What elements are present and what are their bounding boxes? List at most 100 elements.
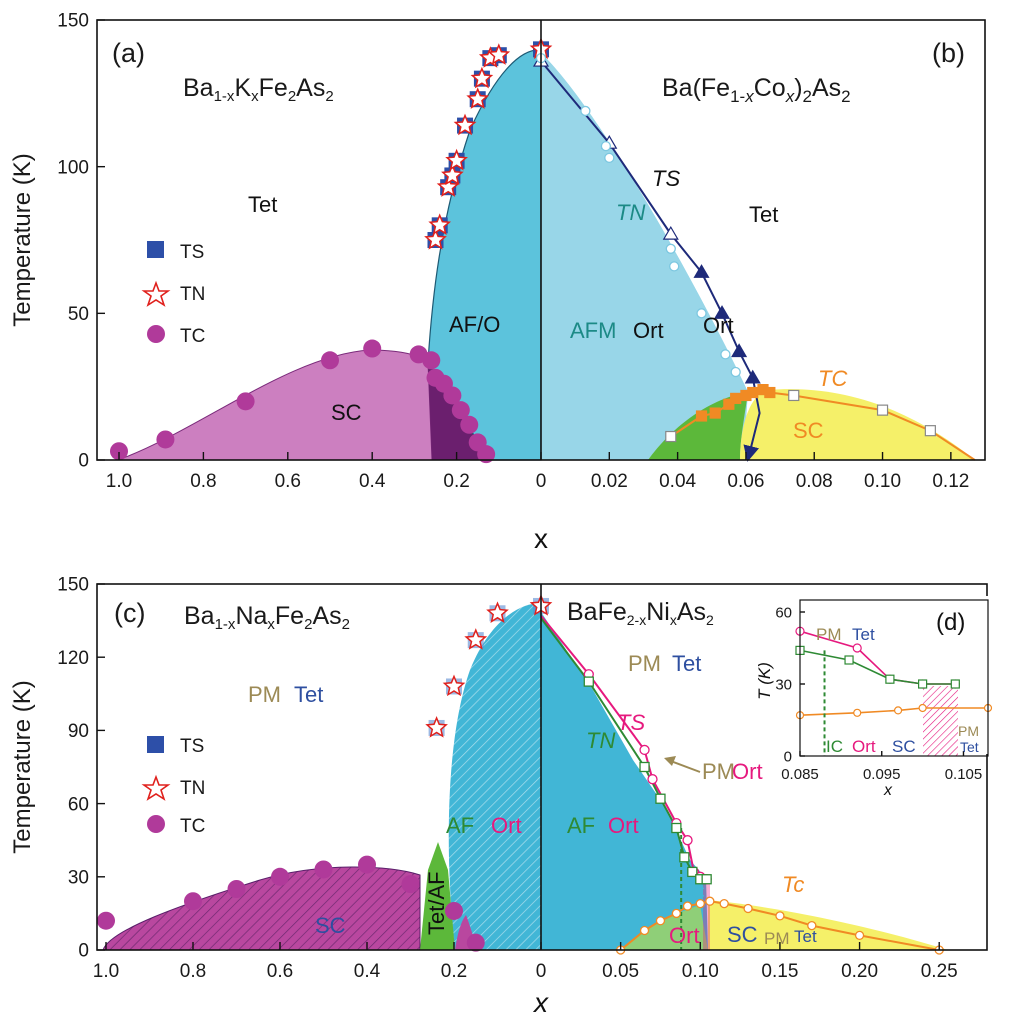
panel-d-tn-point [687,866,698,878]
panel-c-region-tet: Tet [294,682,323,707]
panel-c-x-tick-label: 0.6 [267,961,293,982]
panel-a-title: Ba1-xKxFe2As2 [183,74,334,105]
panel-ab-ticks: 1.0 0.8 0.6 0.4 0.2 0 0.02 0.04 0.06 0.08 0.10 0.12… [57,11,969,492]
panel-c-title: Ba1-xNaxFe2As2 [184,602,350,633]
panel-c-y-tick-label: 30 [68,867,89,888]
panel-a-tn-point [424,228,447,250]
panel-b-tc-point [695,410,708,422]
panel-b-ts-point [744,369,761,384]
panel-d-label-tc: Tc [782,872,804,897]
panel-d-tc-point [655,916,666,926]
panel-c-region-ort: Ort [491,813,522,838]
panel-d-tn-point [583,676,594,687]
legend-tc-marker [147,325,165,343]
panel-d-tn-point [679,852,690,863]
panel-d-tc-point [775,911,785,921]
panel-a-x-tick-label: 1.0 [106,471,132,492]
panel-c-tc-point [184,892,202,911]
legend-tn-marker [141,280,171,307]
panel-a-x-tick-label: 0.6 [275,471,301,492]
panel-cd-frame [96,583,988,951]
panel-a-tc-point [477,445,496,464]
panel-c-region-tetaf: Tet/AF [424,871,449,935]
inset-x-tick-label: 0.105 [945,766,983,783]
panel-a-tc-point [422,351,441,370]
panel-d-region-ic: IC [686,883,705,904]
panel-d-tn-point [671,822,682,834]
panel-b-label-tc: TC [818,366,847,391]
panel-a-region-tet: Tet [248,192,277,217]
inset-d-xlabel: x [883,782,893,799]
panel-d-annotation-pm: PM [702,759,735,784]
panel-b-ts-text: TS [652,166,680,191]
panel-a-tc-point [363,339,382,358]
panel-c-af-hatch [448,603,541,950]
panel-a-y-tick-label: 100 [57,157,89,178]
panel-c-tn-point [464,628,488,650]
panel-b-region-ort: Ort [633,318,664,343]
panel-d-af-region [541,612,708,950]
panel-d-tc-point [807,920,817,931]
panel-d-ts-text: TS [617,710,645,735]
inset-d-ic: IC [826,737,843,756]
panel-c-tc-point [271,867,289,886]
inset-d-pm2: PM [958,723,979,739]
panel-cd-markers [97,594,944,955]
panel-b-sc-region [740,389,975,460]
panel-d-tn-point [655,793,666,804]
panel-b-tc-point [723,398,735,410]
panel-c-tc-point [227,880,246,898]
panel-d-tn-point [639,761,650,773]
panel-a-region-afo: AF/O [449,312,500,337]
panel-a-tc-point [236,392,255,411]
inset-tn-point [918,679,928,689]
inset-tn-point [885,674,895,684]
legend-c-tc-marker [147,815,165,833]
inset-tc-point [853,708,862,717]
inset-y-tick-label: 0 [784,748,792,765]
panel-c-label: (c) [114,598,145,628]
panel-d-ts-point [639,744,650,756]
panel-c-region-pm: PM [248,682,281,707]
panel-c-x-tick-label: 0.8 [180,961,206,982]
panel-b-tn-point [720,349,731,360]
panel-b-x-tick-label: 0.02 [591,471,628,492]
panel-d-region-pm2: PM [764,929,790,948]
panel-b-tc-point [730,392,742,404]
panel-a-label: (a) [112,38,145,68]
panel-b-afm-fill2 [541,53,748,460]
panel-a-tc-point [156,430,175,449]
panel-a-tc-point [443,386,462,405]
panel-d-annotation-arrowhead [664,756,676,766]
panel-d-region-ort: Ort [608,813,639,838]
inset-d-ylabel: T (K) [755,662,774,700]
panel-c-y-tick-label: 60 [68,794,89,815]
panel-d-ts-point [682,835,693,846]
panel-a-tn-point [436,175,460,197]
panel-d-ort-region [622,905,708,950]
inset-d-sc: SC [892,737,916,756]
panel-b-x-tick-label: 0.04 [659,471,696,492]
legend-tn-label: TN [180,284,205,305]
panel-a-tc-point [321,351,339,370]
panel-c-x-tick-label: 0 [536,961,547,982]
inset-d-curves [795,626,993,756]
panel-a-tn-point [428,213,452,235]
panel-b-tn-point [696,308,707,319]
panel-b-tn-text: TN [616,200,645,225]
inset-d-tet: Tet [852,625,875,644]
panel-d-x-tick-label: 0.20 [841,961,878,982]
panel-b-tc-text: TC [818,366,847,391]
panel-a-y-tick-label: 50 [68,304,89,325]
panel-d-tc-text: Tc [782,872,804,897]
panel-c-tc-point [314,860,333,879]
inset-d-label: (d) [936,609,965,636]
panel-b-ts-point [731,343,748,358]
legend-tc-label: TC [180,326,205,347]
panel-a-tc-point [451,401,470,420]
inset-x-tick-label: 0.095 [863,766,901,783]
panel-a-tn-point [441,163,464,186]
panel-b-x-tick-label: 0.10 [864,471,901,492]
panel-d-annotation-ort: Ort [732,759,763,784]
